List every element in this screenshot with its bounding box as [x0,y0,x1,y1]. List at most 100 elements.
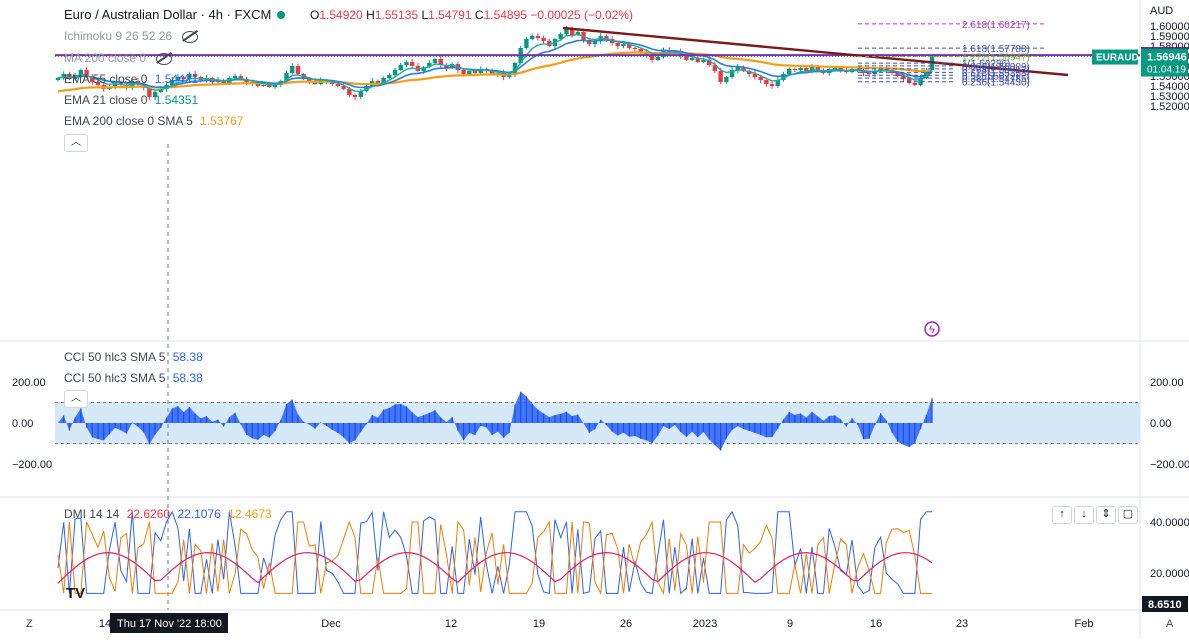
candle-body [775,80,780,86]
fib-label: 0.382(1.54785) [962,74,1030,85]
candle-body [587,40,592,44]
legend-ema21[interactable]: EMA 21 close 0 1.54351 [64,93,199,107]
candle-body [67,74,72,79]
candle-body [592,41,598,44]
time-tick-label: 23 [956,618,968,630]
candle-body [627,44,632,48]
candle-body [449,64,455,68]
candle-body [541,38,546,41]
candle-body [175,77,181,80]
collapse-cci-legend-button[interactable]: ︿ [64,390,88,408]
candle-body [238,76,243,79]
fib-label: 1.618(1.57788) [962,44,1030,55]
candle-body [621,44,626,46]
candle-body [924,70,929,78]
crosshair-time-text: Thu 17 Nov '22 18:00 [117,618,222,630]
auto-scale-button[interactable]: A [1166,618,1174,630]
dmi-value-tag [1142,596,1188,612]
event-marker-icon [924,321,940,337]
fib-label: 0.886(1.56009) [962,62,1030,73]
candle-body [78,70,84,75]
candle-body [832,68,838,69]
candle-body [427,63,432,67]
cci-area [58,391,932,451]
legend-ema200[interactable]: EMA 200 close 0 SMA 5 1.53767 [64,114,244,128]
move-pane-up-button[interactable]: ↑ [1052,506,1072,524]
candle-body [792,69,798,70]
currency-label: AUD [1150,5,1173,17]
candle-body [84,70,89,77]
trendline [562,26,1069,77]
price-tick-label: 1.52000 [1150,101,1189,113]
candle-body [649,55,655,60]
legend-ma200[interactable]: MA 200 close 0 [64,51,176,65]
time-tick-label: 26 [620,618,632,630]
collapse-pane-button[interactable]: ⇕ [1096,506,1116,524]
candle-body [192,74,198,77]
legend-cci-1[interactable]: CCI 50 hlc3 SMA 5 58.38 [64,350,203,364]
candle-body [815,67,820,70]
dmi-minus-line [57,520,932,596]
symbol-tag [1092,49,1138,65]
maximize-pane-button[interactable]: ▢ [1118,506,1138,524]
candle-body [352,95,358,97]
legend-ichimoku[interactable]: Ichimoku 9 26 52 26 [64,29,202,43]
candle-body [615,43,621,46]
candle-body [444,65,449,68]
candle-body [655,57,661,60]
candle-body [878,68,883,71]
cci-left-tick-label: −200.00 [12,459,52,471]
candle-body [712,65,718,71]
lightning-icon: ϟ [929,324,935,336]
candle-body [547,41,552,46]
candle-body [347,89,352,95]
candle-body [684,56,689,60]
symbol-title[interactable]: Euro / Australian Dollar · 4h · FXCM [64,7,272,22]
candle-body [181,77,186,79]
time-tick-label: Feb [1075,618,1094,630]
cci-left-tick-label: 0.00 [12,418,33,430]
legend-dmi[interactable]: DMI 14 14 22.6260 22.1076 12.4673 [64,507,272,521]
price-tick-label: 1.60000 [1150,21,1189,33]
cci-tick-label: −200.00 [1150,459,1189,471]
price-tick-label: 1.54000 [1150,81,1189,93]
candle-body [918,78,923,85]
candle-body [261,85,266,86]
candle-body [564,28,569,34]
price-tick-label: 1.53000 [1150,91,1189,103]
hidden-eye-icon[interactable] [182,30,199,43]
candle-body [689,58,695,60]
last-price-tag [1141,48,1188,77]
move-pane-down-button[interactable]: ↓ [1074,506,1094,524]
candle-body [804,68,809,71]
time-tick-label: Dec [321,618,341,630]
zoom-reset-button[interactable]: Z [26,618,33,630]
candle-body [558,34,563,39]
legend-cci-2[interactable]: CCI 50 hlc3 SMA 5 58.38 [64,371,203,385]
price-tick-label: 1.59000 [1150,31,1189,43]
candle-body [507,75,512,77]
candle-body [786,69,792,74]
hidden-eye-icon[interactable] [156,52,173,65]
market-status-dot [277,11,286,19]
dmi-plus-line [57,510,932,595]
time-tick-label: 12 [445,618,457,630]
candle-body [158,89,164,92]
ema200-line [57,51,933,93]
symbol-tag-text: EURAUD [1096,53,1139,64]
candle-body [398,65,403,70]
candle-body [404,62,409,65]
ohlc-readout: O1.54920 H1.55135 L1.54791 C1.54895 −0.0… [310,8,634,22]
dmi-tick-label: 40.0000 [1150,517,1189,529]
time-tick-label: 19 [533,618,545,630]
candle-body [438,59,443,65]
time-tick-label: 14 [99,618,111,630]
collapse-legend-button[interactable]: ︿ [64,134,88,152]
candle-body [729,70,735,77]
legend-ema55[interactable]: EMA 55 close 0 1.54421 [64,72,199,86]
cci-histogram [58,391,933,451]
crosshair-time-tag [110,613,228,633]
candle-body [632,48,638,49]
